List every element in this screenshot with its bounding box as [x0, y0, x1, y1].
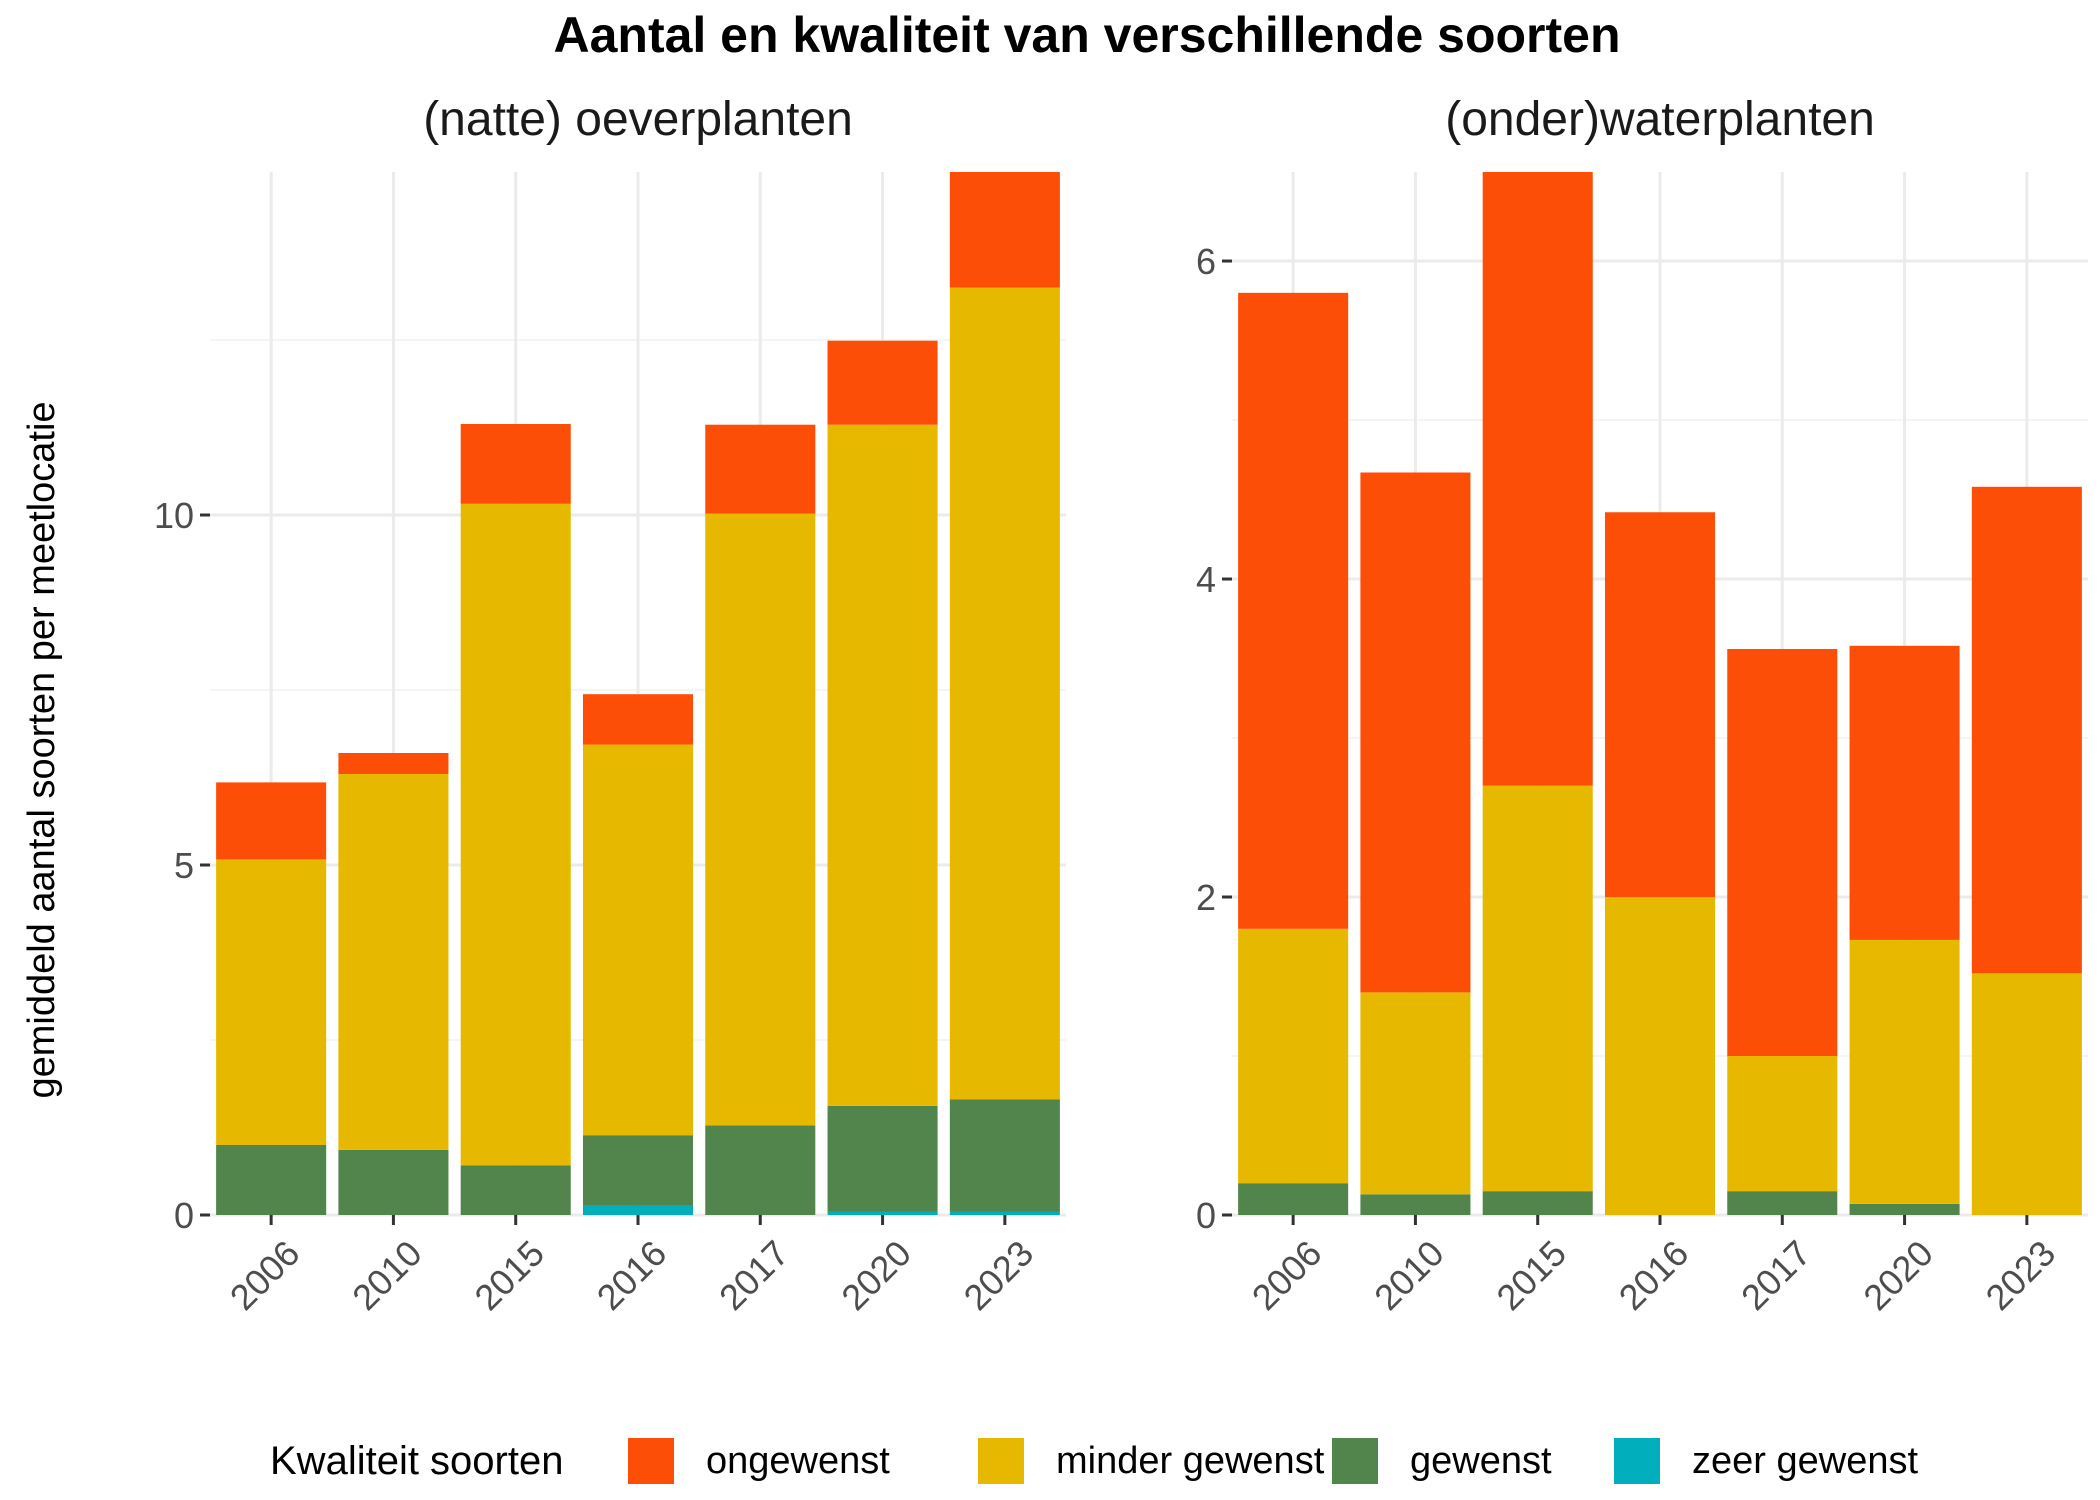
y-tick-label: 10	[154, 495, 194, 536]
y-axis-title: gemiddeld aantal soorten per meetlocatie	[21, 401, 63, 1098]
legend-item-zeer-gewenst: zeer gewenst	[1614, 1438, 1918, 1484]
x-tick-label: 2020	[1855, 1232, 1941, 1318]
bar-2006-ongewenst	[216, 782, 327, 860]
bar-2017-minder-gewenst	[705, 513, 816, 1126]
y-tick-label: 0	[1196, 1195, 1216, 1236]
bar-2010-minder-gewenst	[1360, 992, 1471, 1195]
legend-label: zeer gewenst	[1692, 1440, 1918, 1482]
x-axis: 2006 2010 2015 2016 2017 2020 2023	[222, 1215, 1041, 1318]
bar-2016-zeer-gewenst	[582, 1205, 694, 1215]
y-tick-label: 0	[174, 1195, 194, 1236]
bar-2006-gewenst	[1238, 1183, 1349, 1215]
bar-2010-gewenst	[1360, 1194, 1471, 1215]
x-tick-label: 2016	[1611, 1232, 1697, 1318]
bar-2016-minder-gewenst	[582, 744, 694, 1136]
bar-2006-minder-gewenst	[216, 859, 327, 1145]
panel-title: (onder)waterplanten	[1445, 93, 1875, 146]
x-tick-label: 2006	[222, 1232, 308, 1318]
x-tick-label: 2006	[1244, 1232, 1330, 1318]
bar-2023-minder-gewenst	[949, 287, 1060, 1100]
bars	[1238, 172, 2082, 1215]
bar-2020-ongewenst	[1849, 645, 1960, 940]
bar-2016-ongewenst	[1604, 512, 1716, 898]
bar-2015-minder-gewenst	[1482, 785, 1593, 1192]
bar-2020-minder-gewenst	[827, 424, 938, 1106]
x-tick-label: 2017	[1733, 1232, 1819, 1318]
bar-2017-minder-gewenst	[1727, 1056, 1838, 1192]
y-axis: 0 5 10	[154, 495, 210, 1236]
bar-2006-minder-gewenst	[1238, 928, 1349, 1184]
legend-item-minder-gewenst: minder gewenst	[978, 1438, 1325, 1484]
legend-label: minder gewenst	[1056, 1440, 1325, 1482]
panel-natte-oeverplanten: (natte) oeverplanten 0 5 10 2006 2010 2015 2016…	[154, 93, 1066, 1318]
bar-2017-ongewenst	[1727, 648, 1838, 1057]
legend-key	[1332, 1438, 1378, 1484]
legend-item-ongewenst: ongewenst	[628, 1438, 890, 1484]
x-tick-label: 2023	[956, 1232, 1042, 1318]
legend-item-gewenst: gewenst	[1332, 1438, 1552, 1484]
x-tick-label: 2017	[711, 1232, 797, 1318]
bar-2010-ongewenst	[1360, 472, 1471, 993]
bar-2020-gewenst	[1849, 1203, 1960, 1215]
x-tick-label: 2010	[344, 1232, 430, 1318]
bar-2015-gewenst	[1482, 1191, 1593, 1215]
legend-label: ongewenst	[706, 1440, 890, 1482]
y-tick-label: 2	[1196, 877, 1216, 918]
chart-title: Aantal en kwaliteit van verschillende so…	[553, 7, 1620, 63]
legend-key	[1614, 1438, 1660, 1484]
legend: Kwaliteit soorten ongewenst minder gewenst…	[270, 1438, 1918, 1484]
bar-2015-ongewenst	[1482, 172, 1593, 786]
bars	[216, 172, 1060, 1215]
y-axis: 0 2 4 6	[1196, 241, 1232, 1236]
bar-2017-ongewenst	[705, 424, 816, 514]
bar-2016-gewenst	[582, 1135, 694, 1206]
bar-2010-ongewenst	[338, 753, 449, 774]
legend-key	[628, 1438, 674, 1484]
y-tick-label: 5	[174, 845, 194, 886]
bar-2023-ongewenst	[1971, 486, 2082, 974]
x-tick-label: 2023	[1978, 1232, 2064, 1318]
legend-key	[978, 1438, 1024, 1484]
bar-2020-gewenst	[827, 1105, 938, 1212]
y-tick-label: 4	[1196, 559, 1216, 600]
bar-2006-gewenst	[216, 1145, 327, 1215]
bar-2016-minder-gewenst	[1604, 897, 1716, 1215]
bar-2017-gewenst	[1727, 1191, 1838, 1215]
panel-title: (natte) oeverplanten	[423, 93, 853, 146]
chart-panels: (natte) oeverplanten 0 5 10 2006 2010 2015 2016…	[154, 93, 2088, 1318]
bar-2017-gewenst	[705, 1125, 816, 1215]
bar-2020-minder-gewenst	[1849, 939, 1960, 1204]
bar-2015-gewenst	[460, 1165, 571, 1215]
x-tick-label: 2015	[1488, 1232, 1574, 1318]
bar-2010-minder-gewenst	[338, 774, 449, 1150]
bar-2023-gewenst	[949, 1099, 1060, 1212]
bar-2006-ongewenst	[1238, 292, 1349, 929]
y-tick-label: 6	[1196, 241, 1216, 282]
x-axis: 2006 2010 2015 2016 2017 2020 2023	[1244, 1215, 2063, 1318]
bar-2020-ongewenst	[827, 340, 938, 425]
x-tick-label: 2015	[466, 1232, 552, 1318]
bar-2015-minder-gewenst	[460, 503, 571, 1166]
bar-2010-gewenst	[338, 1149, 449, 1215]
x-tick-label: 2016	[589, 1232, 675, 1318]
legend-title: Kwaliteit soorten	[270, 1439, 563, 1483]
bar-2023-ongewenst	[949, 172, 1060, 288]
bar-2015-ongewenst	[460, 424, 571, 504]
x-tick-label: 2020	[833, 1232, 919, 1318]
x-tick-label: 2010	[1366, 1232, 1452, 1318]
legend-label: gewenst	[1410, 1440, 1552, 1482]
bar-2023-minder-gewenst	[1971, 973, 2082, 1215]
bar-2020-zeer-gewenst	[827, 1211, 938, 1215]
bar-2023-zeer-gewenst	[949, 1211, 1060, 1215]
bar-2016-ongewenst	[582, 694, 694, 745]
